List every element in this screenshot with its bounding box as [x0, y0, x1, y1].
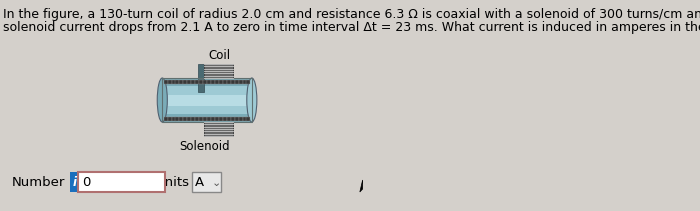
Text: Solenoid: Solenoid — [179, 140, 230, 153]
Bar — [70, 172, 78, 192]
Bar — [162, 78, 252, 86]
Text: i: i — [72, 176, 76, 188]
Bar — [162, 95, 252, 106]
Text: A: A — [195, 176, 204, 188]
Bar — [78, 172, 165, 192]
Ellipse shape — [247, 78, 257, 122]
Bar — [192, 172, 221, 192]
Bar — [162, 78, 252, 122]
Polygon shape — [360, 180, 363, 192]
Ellipse shape — [158, 78, 167, 122]
Text: ⌄: ⌄ — [211, 178, 220, 188]
Bar — [198, 64, 204, 92]
Bar — [162, 114, 252, 122]
Bar — [162, 78, 252, 122]
Text: Number: Number — [12, 176, 66, 188]
Text: In the figure, a 130-turn coil of radius 2.0 cm and resistance 6.3 Ω is coaxial : In the figure, a 130-turn coil of radius… — [4, 8, 700, 21]
Bar — [204, 64, 233, 78]
Text: Coil: Coil — [209, 49, 230, 62]
Text: Units: Units — [156, 176, 190, 188]
Text: 0: 0 — [82, 176, 90, 188]
Bar — [204, 122, 233, 136]
Text: solenoid current drops from 2.1 A to zero in time interval Δt = 23 ms. What curr: solenoid current drops from 2.1 A to zer… — [4, 21, 700, 34]
